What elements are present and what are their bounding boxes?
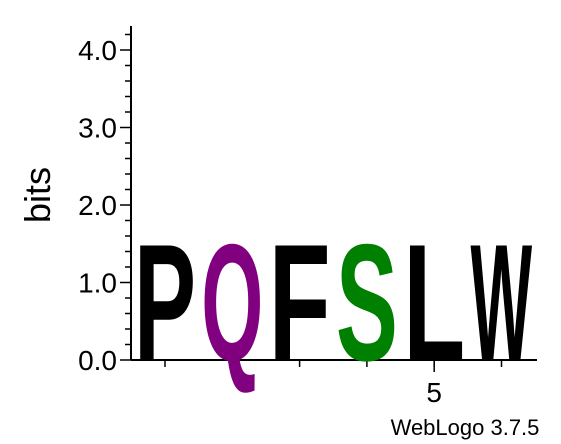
logo-letter-f: F bbox=[269, 210, 331, 396]
logo-letter-p: P bbox=[134, 209, 196, 395]
y-tick-label: 3.0 bbox=[78, 113, 117, 144]
y-axis-label: bits bbox=[17, 167, 58, 223]
logo-letter-l: L bbox=[403, 210, 465, 396]
logo-letter-q: Q bbox=[201, 209, 263, 395]
logo-letter-w: W bbox=[471, 210, 533, 396]
y-tick-label: 0.0 bbox=[78, 345, 117, 376]
y-ticks: 0.0 1.0 2.0 3.0 4.0 bbox=[78, 33, 131, 376]
y-axis: 0.0 1.0 2.0 3.0 4.0 bits bbox=[17, 26, 132, 376]
x-tick-label: 5 bbox=[426, 377, 442, 408]
y-tick-label: 2.0 bbox=[78, 190, 117, 221]
credit-label: WebLogo 3.7.5 bbox=[391, 415, 540, 440]
logo-letter-s: S bbox=[336, 209, 398, 395]
y-tick-label: 1.0 bbox=[78, 268, 117, 299]
y-tick-label: 4.0 bbox=[78, 35, 117, 66]
x-axis: 5 bbox=[131, 359, 537, 408]
x-ticks: 5 bbox=[164, 360, 503, 408]
